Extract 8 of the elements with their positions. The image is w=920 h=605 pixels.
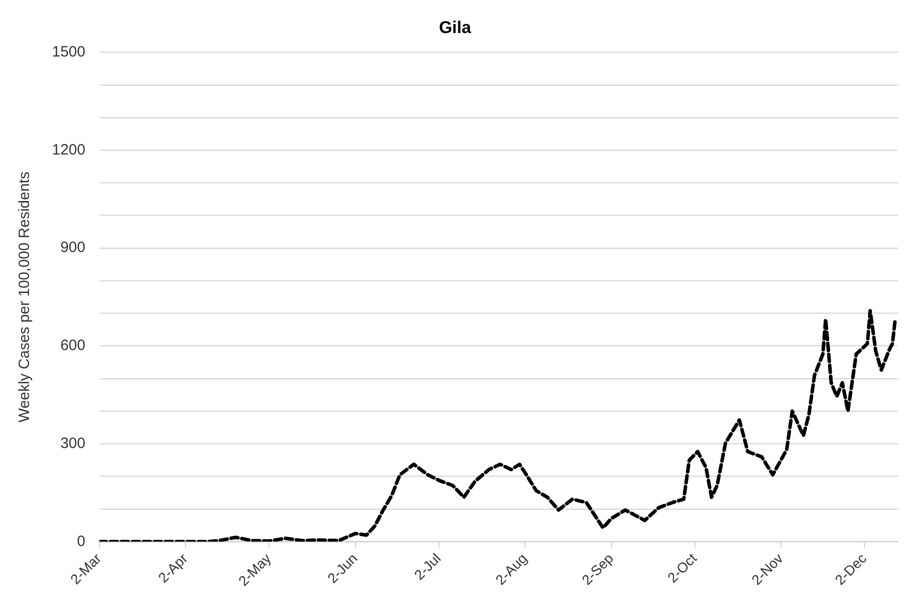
y-tick-label: 600 (60, 337, 86, 354)
y-axis-title: Weekly Cases per 100,000 Residents (16, 172, 34, 422)
y-tick-label: 300 (60, 434, 86, 452)
y-tick-label: 1500 (52, 44, 86, 61)
y-tick-label: 900 (60, 239, 86, 256)
y-tick-label: 0 (77, 532, 86, 550)
chart-title: Gila (438, 18, 472, 37)
y-tick-label: 1200 (52, 141, 86, 158)
